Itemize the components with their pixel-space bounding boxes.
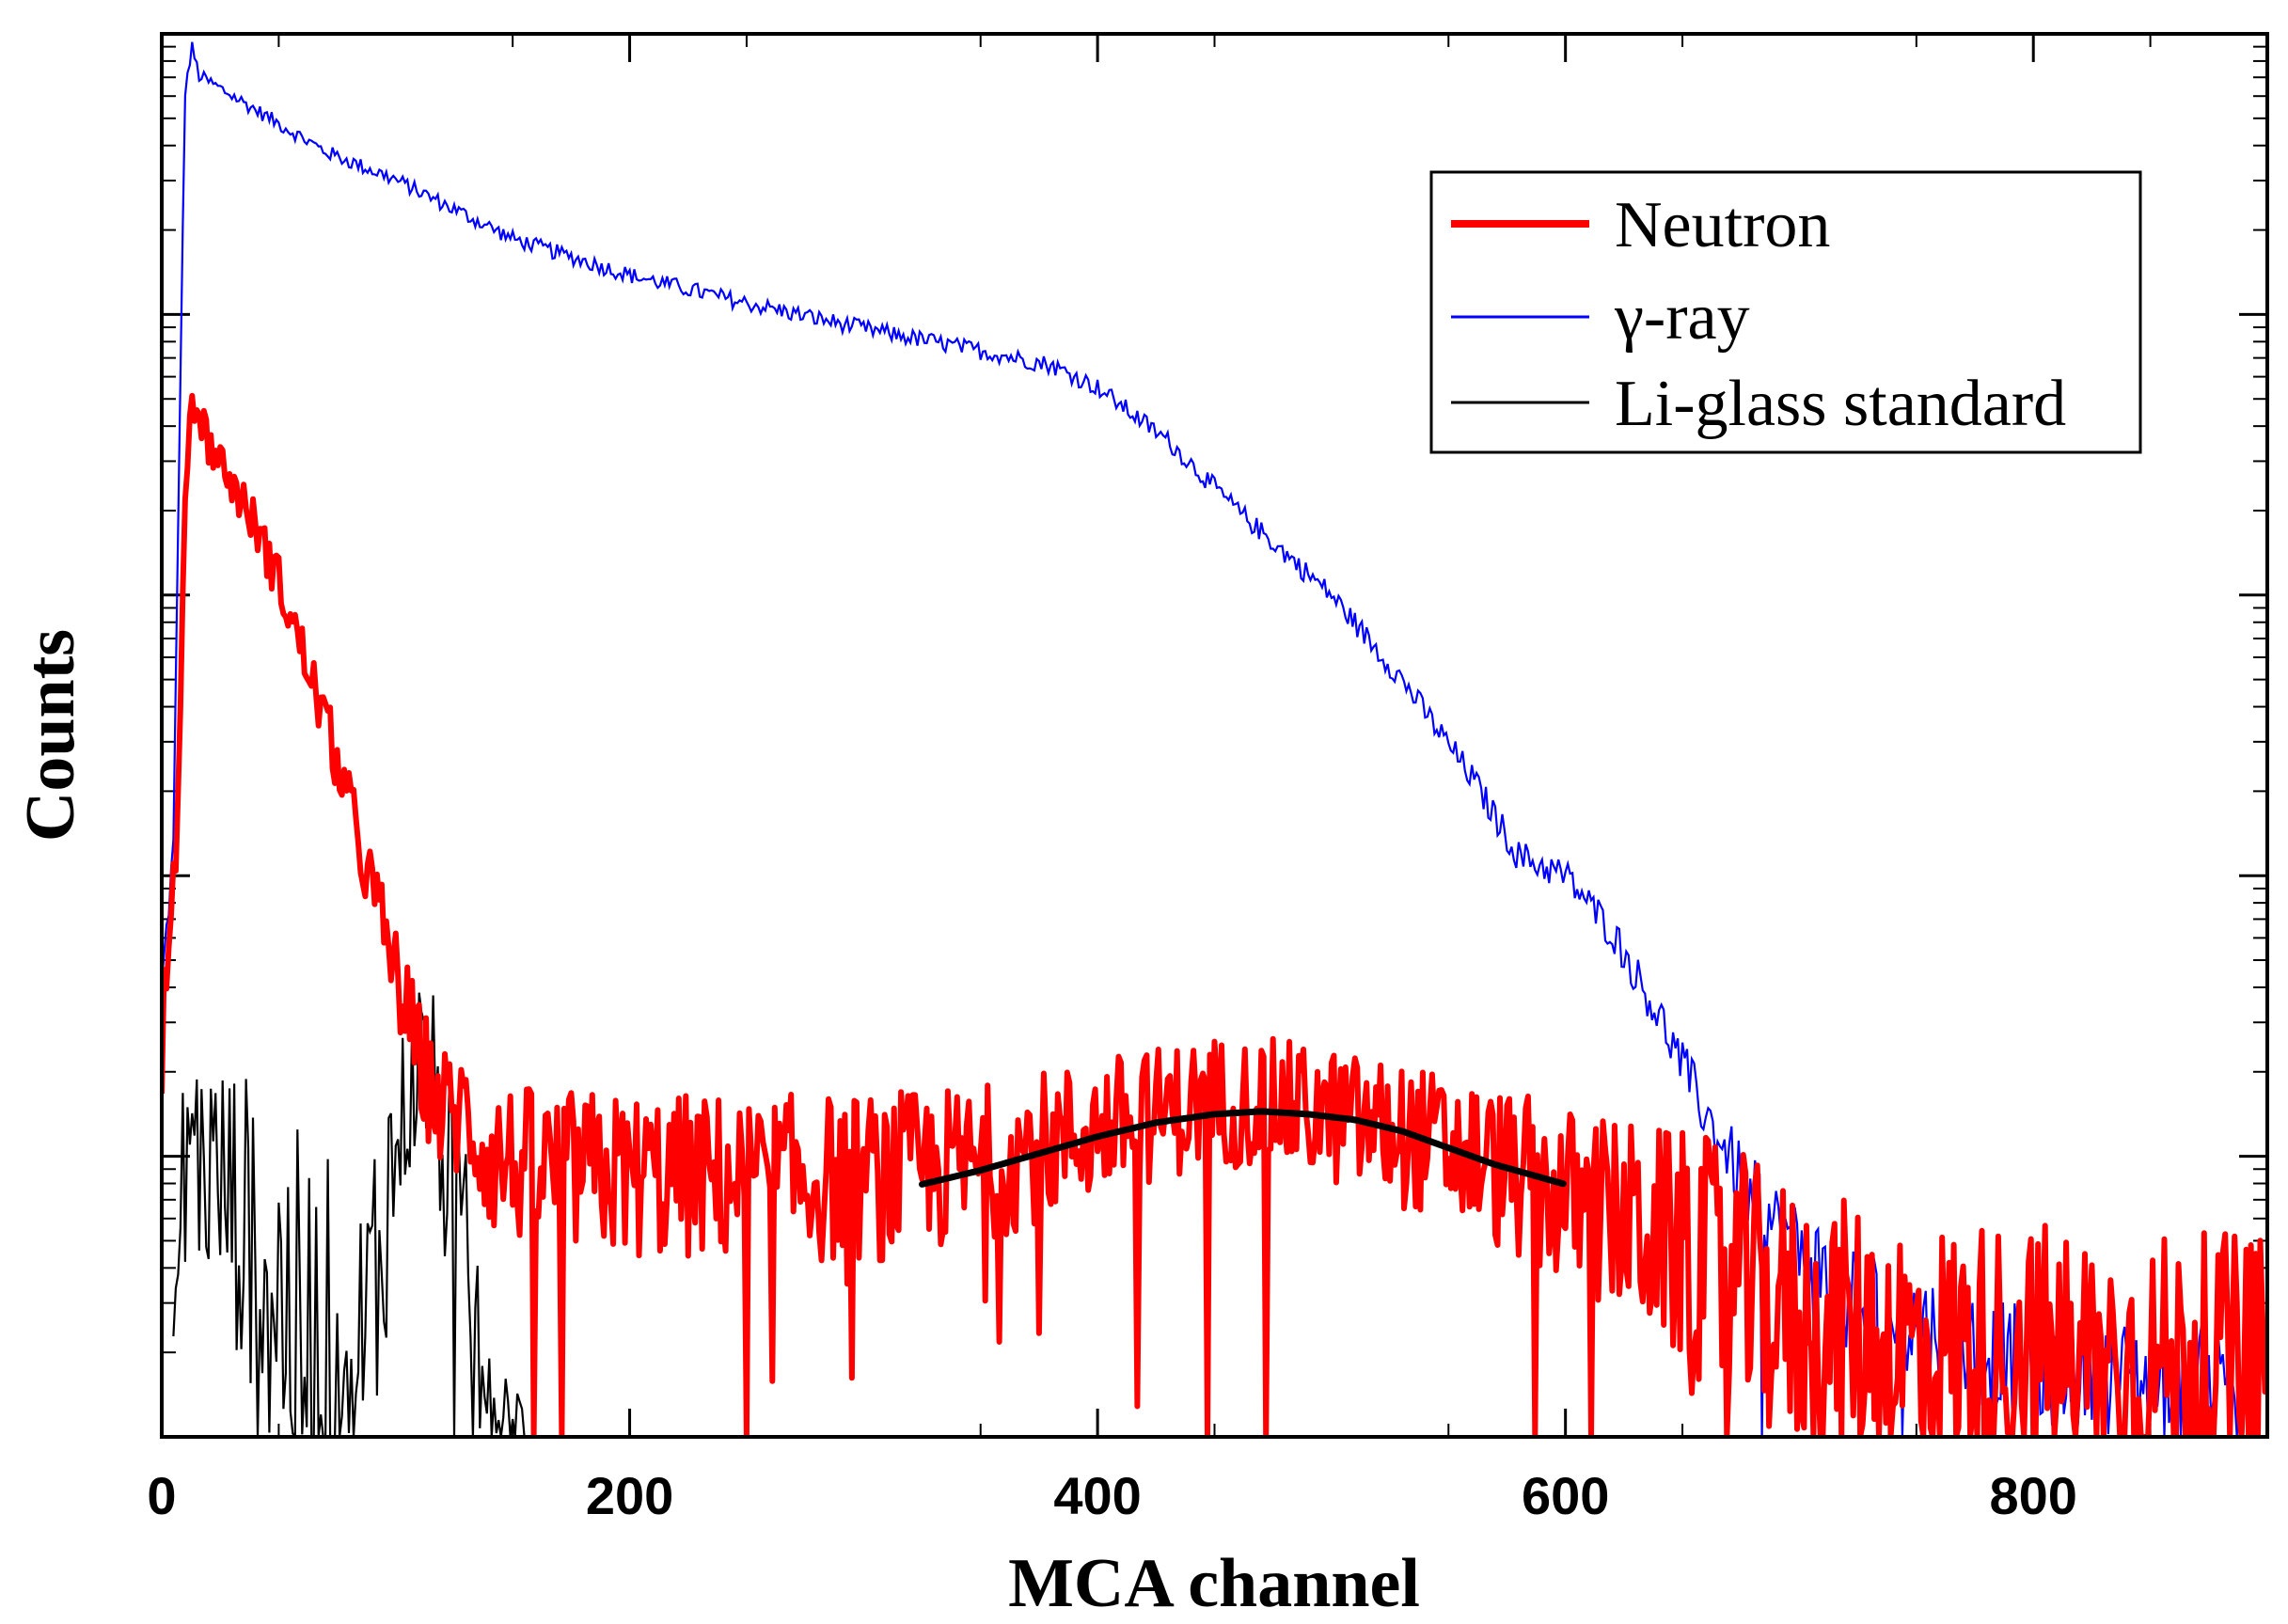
legend-label-gamma: γ-ray (1614, 281, 1750, 354)
data-series (162, 41, 2267, 1437)
legend-label-neutron: Neutron (1615, 189, 1830, 261)
legend: Neutron γ-ray Li-glass standard (1429, 170, 2142, 454)
series-line-li-glass-standard (172, 992, 526, 1437)
series-line-neutron (162, 392, 2267, 1437)
legend-label-li-glass: Li-glass standard (1615, 368, 2066, 440)
series-line-fit (919, 1108, 1567, 1188)
legend-box (1429, 170, 2142, 454)
x-tick-label: 400 (1053, 1466, 1141, 1525)
x-tick-labels: 0 200 400 600 800 (147, 1466, 2077, 1525)
plot-frame (160, 32, 2269, 1439)
y-axis-title: Counts (12, 629, 89, 842)
x-axis-title: MCA channel (1008, 1545, 1420, 1622)
x-tick-label: 600 (1522, 1466, 1609, 1525)
x-tick-label: 0 (147, 1466, 176, 1525)
x-tick-label: 800 (1990, 1466, 2077, 1525)
x-tick-label: 200 (586, 1466, 673, 1525)
